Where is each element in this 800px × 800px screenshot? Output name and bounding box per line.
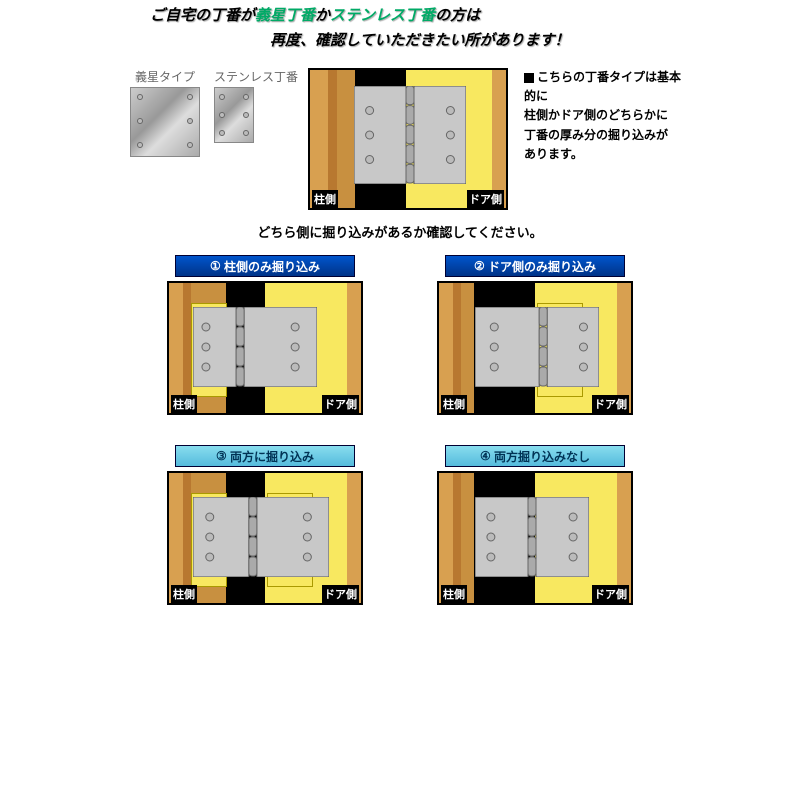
- num: ④: [480, 449, 491, 463]
- t: 義星丁番: [255, 7, 315, 24]
- description: こちらの丁番タイプは基本的に 柱側かドア側のどちらかに 丁番の厚み分の掘り込みが…: [518, 68, 688, 164]
- hinge-samples: 義星タイプ ステンレス丁番: [130, 68, 298, 157]
- t: ご自宅の丁番が: [150, 7, 255, 24]
- t: か: [315, 7, 330, 24]
- banner-4: ④ 両方掘り込みなし: [445, 445, 625, 467]
- cell-2: ② ドア側のみ掘り込み 柱側ドア側: [430, 255, 640, 415]
- t: 柱側かドア側のどちらかに: [524, 108, 668, 122]
- banner-3: ③ 両方に掘り込み: [175, 445, 355, 467]
- sample-label: 義星タイプ: [130, 68, 200, 85]
- t: 両方掘り込みなし: [494, 448, 590, 465]
- diagram-1: 柱側ドア側: [167, 281, 363, 415]
- t: ドア側のみ掘り込み: [488, 258, 596, 275]
- diagram-4: 柱側ドア側: [437, 471, 633, 605]
- t: こちらの丁番タイプは基本的に: [524, 70, 681, 103]
- diagram-3: 柱側ドア側: [167, 471, 363, 605]
- header-line2: 再度、確認していただきたい所があります！: [150, 29, 800, 50]
- sample-stainless: ステンレス丁番: [214, 68, 298, 157]
- main-diagram: 柱側ドア側: [308, 68, 508, 210]
- num: ②: [474, 259, 485, 273]
- hinge-photo: [214, 87, 254, 143]
- t: 柱側のみ掘り込み: [224, 258, 320, 275]
- diagram-grid: ① 柱側のみ掘り込み 柱側ドア側 ② ドア側のみ掘り込み 柱側ドア側 ③ 両方に…: [0, 255, 800, 605]
- subhead: どちら側に掘り込みがあるか確認してください。: [0, 222, 800, 241]
- num: ①: [210, 259, 221, 273]
- banner-1: ① 柱側のみ掘り込み: [175, 255, 355, 277]
- t: の方は: [435, 7, 480, 24]
- hinge-photo: [130, 87, 200, 157]
- top-row: 義星タイプ ステンレス丁番 柱側ドア側 こちらの丁番タイプは基本的に 柱側かドア…: [0, 68, 800, 210]
- diagram-2: 柱側ドア側: [437, 281, 633, 415]
- header: ご自宅の丁番が義星丁番かステンレス丁番の方は 再度、確認していただきたい所があり…: [0, 0, 800, 50]
- cell-3: ③ 両方に掘り込み 柱側ドア側: [160, 445, 370, 605]
- banner-2: ② ドア側のみ掘り込み: [445, 255, 625, 277]
- t: 両方に掘り込み: [230, 448, 314, 465]
- sample-gisei: 義星タイプ: [130, 68, 200, 157]
- square-bullet-icon: [524, 73, 534, 83]
- t: ステンレス丁番: [330, 7, 435, 24]
- t: あります。: [524, 147, 583, 161]
- num: ③: [216, 449, 227, 463]
- cell-4: ④ 両方掘り込みなし 柱側ドア側: [430, 445, 640, 605]
- t: 丁番の厚み分の掘り込みが: [524, 128, 668, 142]
- sample-label: ステンレス丁番: [214, 68, 298, 85]
- cell-1: ① 柱側のみ掘り込み 柱側ドア側: [160, 255, 370, 415]
- header-line1: ご自宅の丁番が義星丁番かステンレス丁番の方は: [150, 4, 800, 25]
